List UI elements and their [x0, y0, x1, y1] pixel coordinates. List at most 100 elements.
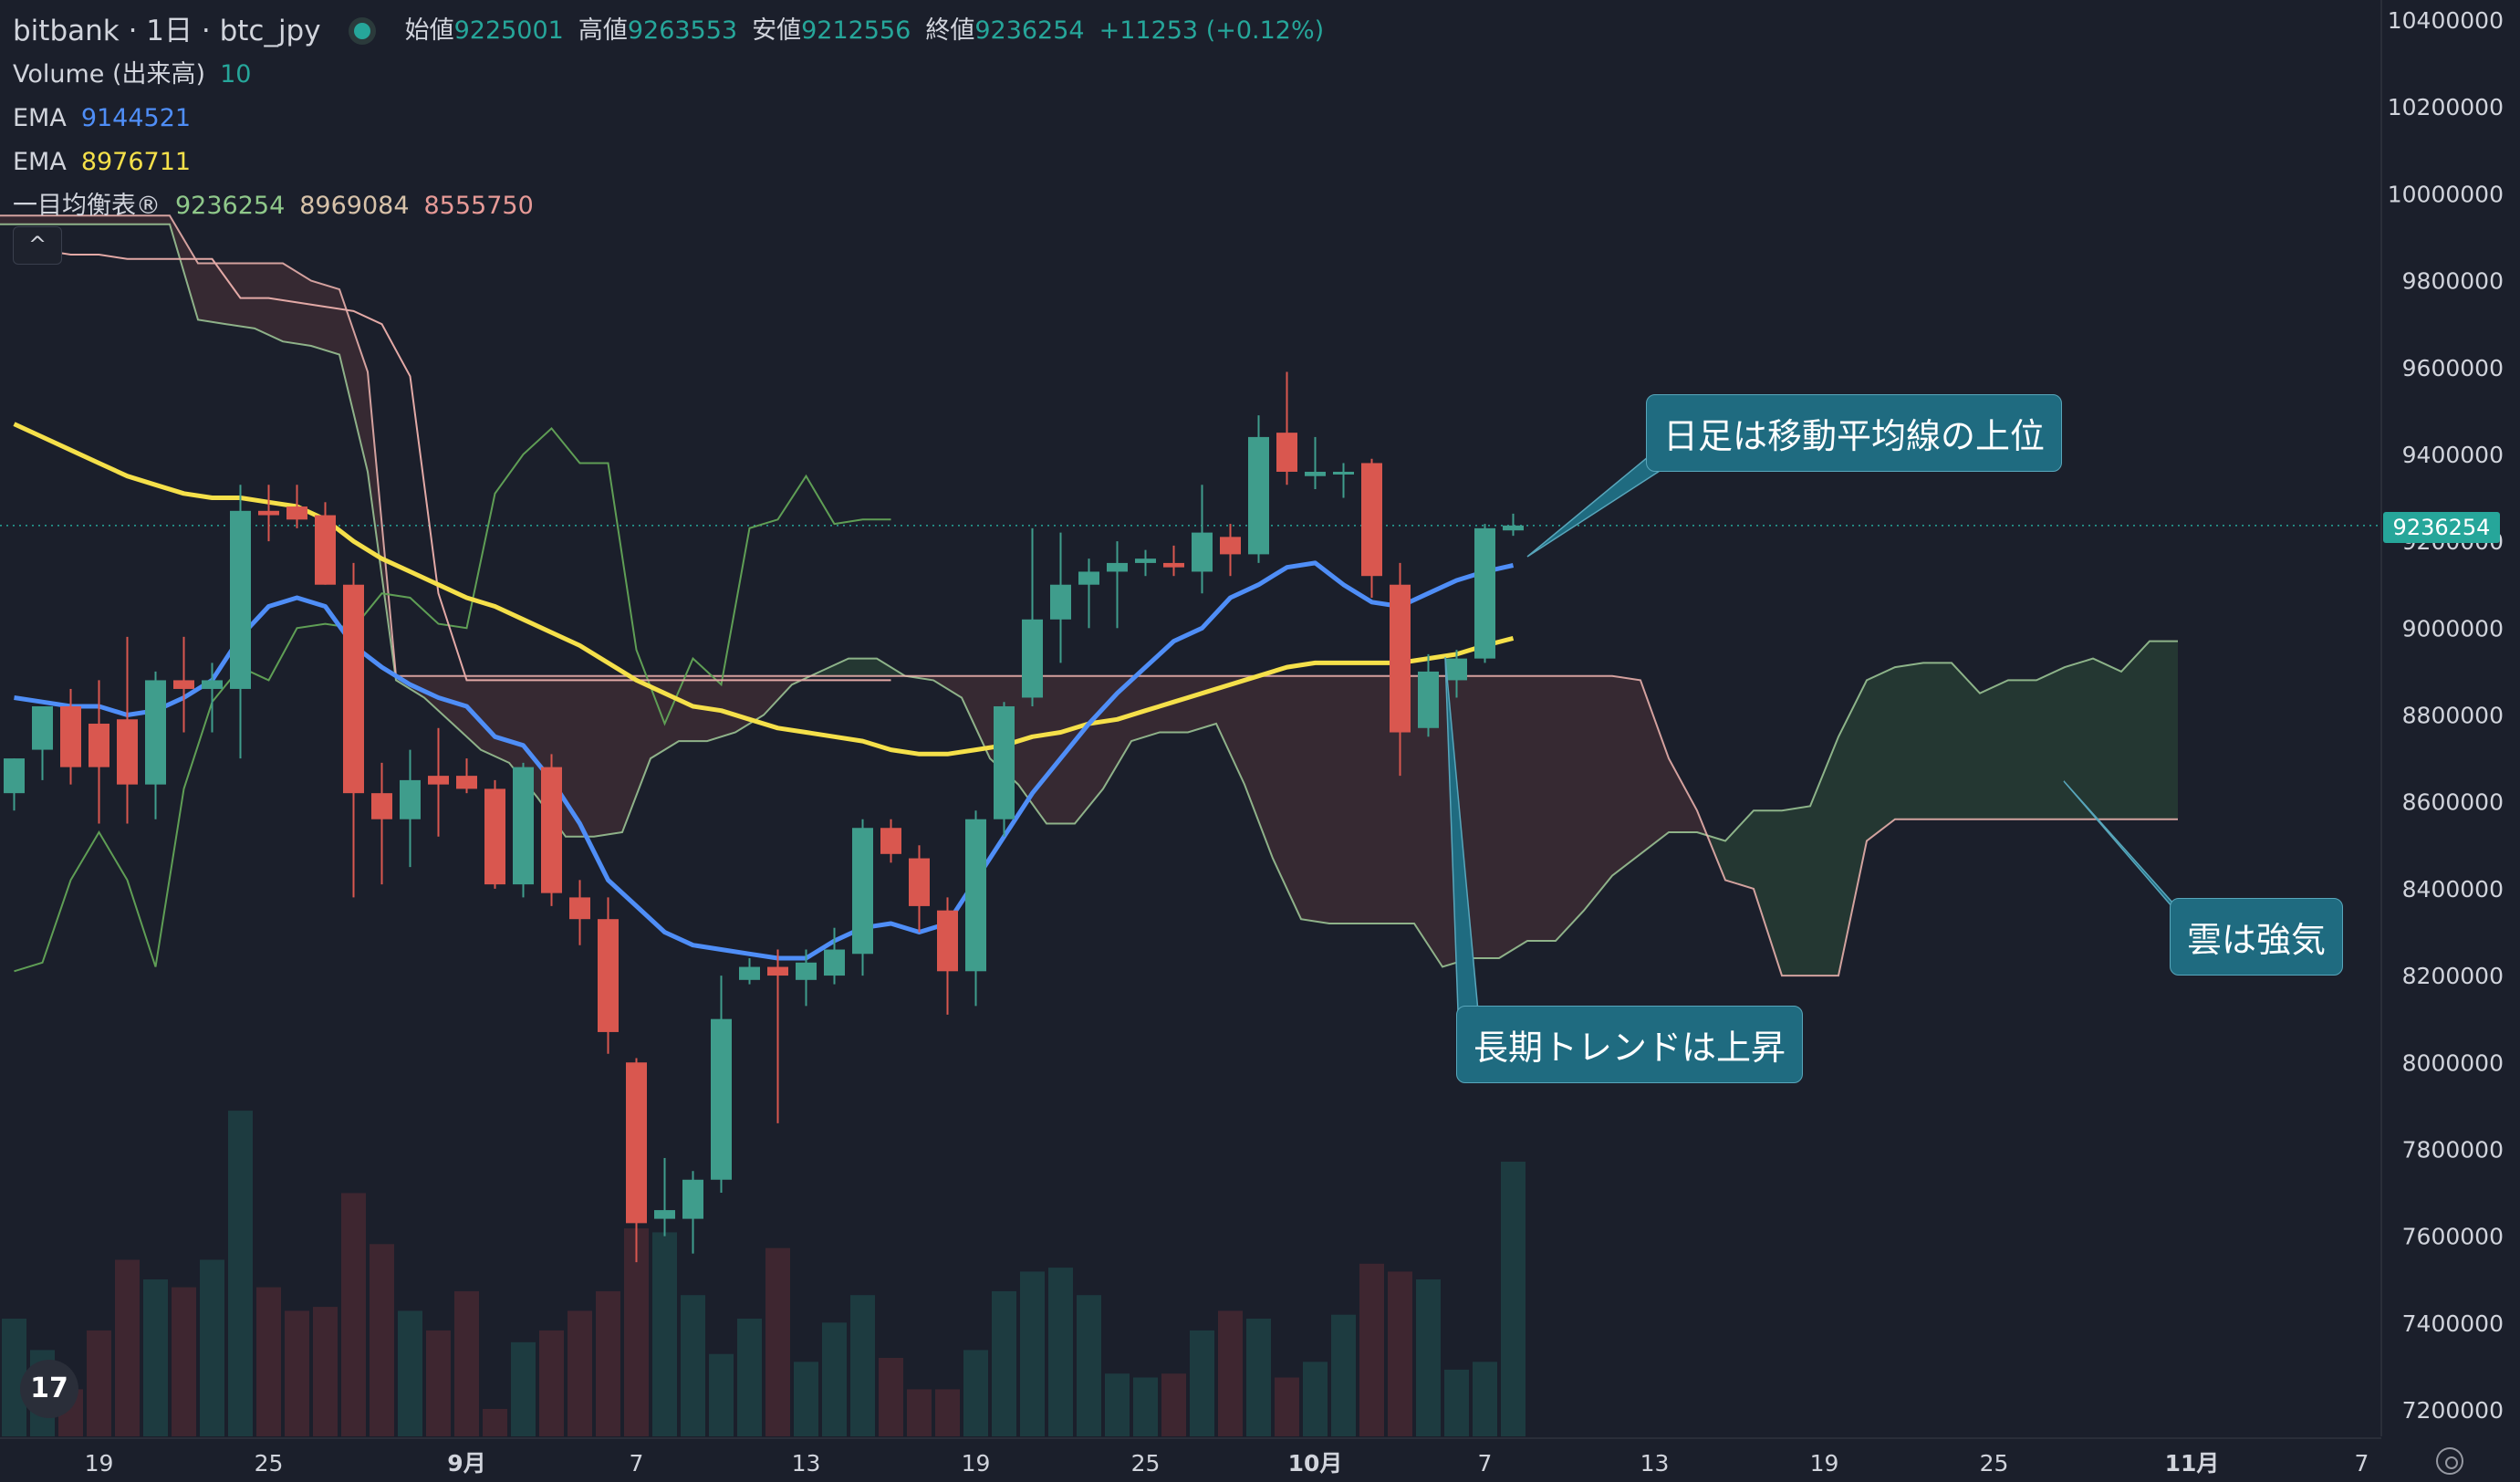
cloud-segment — [42, 215, 57, 224]
candle-body — [711, 1018, 732, 1180]
price-tick-label: 8800000 — [2402, 703, 2504, 729]
settings-icon[interactable] — [2436, 1447, 2463, 1475]
candle-body — [739, 966, 760, 980]
volume-bar — [1444, 1369, 1469, 1436]
cloud-segment — [2093, 658, 2108, 819]
time-tick-label: 19 — [962, 1450, 991, 1477]
cloud-segment — [749, 675, 764, 725]
cloud-segment — [1669, 758, 1683, 833]
volume-legend[interactable]: Volume (出来高) 10 — [13, 53, 1324, 97]
candle-body — [428, 776, 449, 785]
volume-bar — [1473, 1362, 1497, 1436]
cloud-segment — [1188, 675, 1203, 733]
candle-body — [117, 719, 138, 785]
collapse-legend-button[interactable]: ^ — [13, 226, 62, 265]
cloud-segment — [85, 215, 99, 224]
cloud-segment — [1513, 675, 1527, 950]
cloud-segment — [2078, 658, 2093, 819]
low-value: 9212556 — [801, 16, 911, 45]
volume-bar — [822, 1322, 847, 1436]
candle-body — [1305, 471, 1326, 476]
cloud-segment — [2163, 641, 2178, 819]
volume-bar — [539, 1330, 564, 1436]
high-label: 高値 — [578, 16, 628, 45]
volume-bar — [1275, 1377, 1299, 1436]
candlesticks — [4, 371, 1524, 1263]
candle-body — [880, 828, 901, 854]
price-axis: 10400000 10200000 10000000 9800000 9600000 94… — [2380, 0, 2520, 1482]
volume-bar — [935, 1389, 960, 1436]
cloud-segment — [1895, 664, 1910, 819]
candle-body — [145, 680, 166, 785]
volume-bar — [256, 1287, 281, 1436]
cloud-segment — [1965, 678, 1980, 819]
price-tick-label: 9400000 — [2402, 442, 2504, 468]
ichimoku-value-1: 9236254 — [175, 192, 286, 220]
candle-body — [1022, 619, 1043, 698]
cloud-segment — [1329, 675, 1344, 924]
chart-legend: bitbank · 1日 · btc_jpy 始値9225001 高値92635… — [13, 9, 1324, 228]
cloud-segment — [155, 215, 170, 224]
time-tick-label: 13 — [1640, 1450, 1670, 1477]
cloud-segment — [1527, 675, 1542, 941]
cloud-segment — [622, 675, 637, 833]
volume-bar — [1359, 1263, 1384, 1436]
cloud-segment — [1838, 708, 1853, 976]
candle-body — [1418, 671, 1439, 728]
cloud-segment — [2121, 656, 2136, 819]
time-tick-label: 7 — [1478, 1450, 1493, 1477]
cloud-segment — [240, 263, 255, 329]
cloud-segment — [1782, 808, 1796, 976]
cloud-segment — [1754, 810, 1768, 933]
volume-bar — [228, 1111, 253, 1436]
cloud-segment — [608, 675, 622, 835]
ema-slow-line — [13, 422, 1515, 757]
candle-body — [60, 705, 81, 767]
cloud-segment — [1244, 675, 1259, 822]
cloud-segment — [1810, 771, 1825, 976]
cloud-segment — [1075, 675, 1089, 824]
price-tick-label: 9000000 — [2402, 615, 2504, 642]
change-value: +11253 (+0.12%) — [1099, 16, 1325, 45]
cloud-segment — [1612, 675, 1627, 876]
cloud-segment — [1569, 675, 1584, 926]
ema-fast-legend[interactable]: EMA 9144521 — [13, 97, 1324, 141]
candle-body — [541, 767, 562, 893]
tradingview-logo[interactable]: 17 — [20, 1360, 78, 1418]
candle-body — [1163, 562, 1184, 568]
volume-bars — [2, 1111, 1526, 1436]
cloud-segment — [721, 675, 735, 737]
time-tick-label: 19 — [1810, 1450, 1839, 1477]
cloud-segment — [1131, 675, 1146, 742]
kijun-line — [14, 240, 891, 682]
candle-body — [598, 919, 619, 1032]
cloud-segment — [933, 675, 948, 689]
cloud-segment — [777, 675, 792, 700]
ema-slow-legend[interactable]: EMA 8976711 — [13, 141, 1324, 184]
volume-bar — [172, 1287, 196, 1436]
cloud-segment — [1088, 675, 1103, 807]
symbol-title[interactable]: bitbank · 1日 · btc_jpy — [13, 15, 321, 47]
cloud-segment — [1541, 675, 1556, 941]
ema-fast-line — [14, 560, 1515, 961]
senkou-span-b — [0, 214, 2178, 977]
volume-bar — [87, 1330, 111, 1436]
cloud-segment — [353, 330, 368, 472]
time-tick-label: 7 — [630, 1450, 644, 1477]
candle-body — [767, 966, 788, 976]
ichimoku-legend[interactable]: 一目均衡表® 9236254 8969084 8555750 — [13, 184, 1324, 228]
candle-body — [456, 776, 477, 789]
ema-fast-value: 9144521 — [80, 104, 192, 132]
cloud-segment — [1371, 675, 1386, 924]
volume-bar — [1331, 1314, 1356, 1436]
volume-label: Volume (出来高) — [13, 60, 206, 89]
cloud-segment — [1117, 675, 1131, 766]
cloud-segment — [2150, 641, 2164, 819]
market-status-icon — [353, 23, 370, 39]
cloud-segment — [2065, 663, 2079, 819]
volume-bar — [1218, 1310, 1243, 1436]
candle-body — [1446, 658, 1467, 681]
cloud-segment — [2036, 673, 2051, 819]
volume-bar — [341, 1193, 366, 1436]
